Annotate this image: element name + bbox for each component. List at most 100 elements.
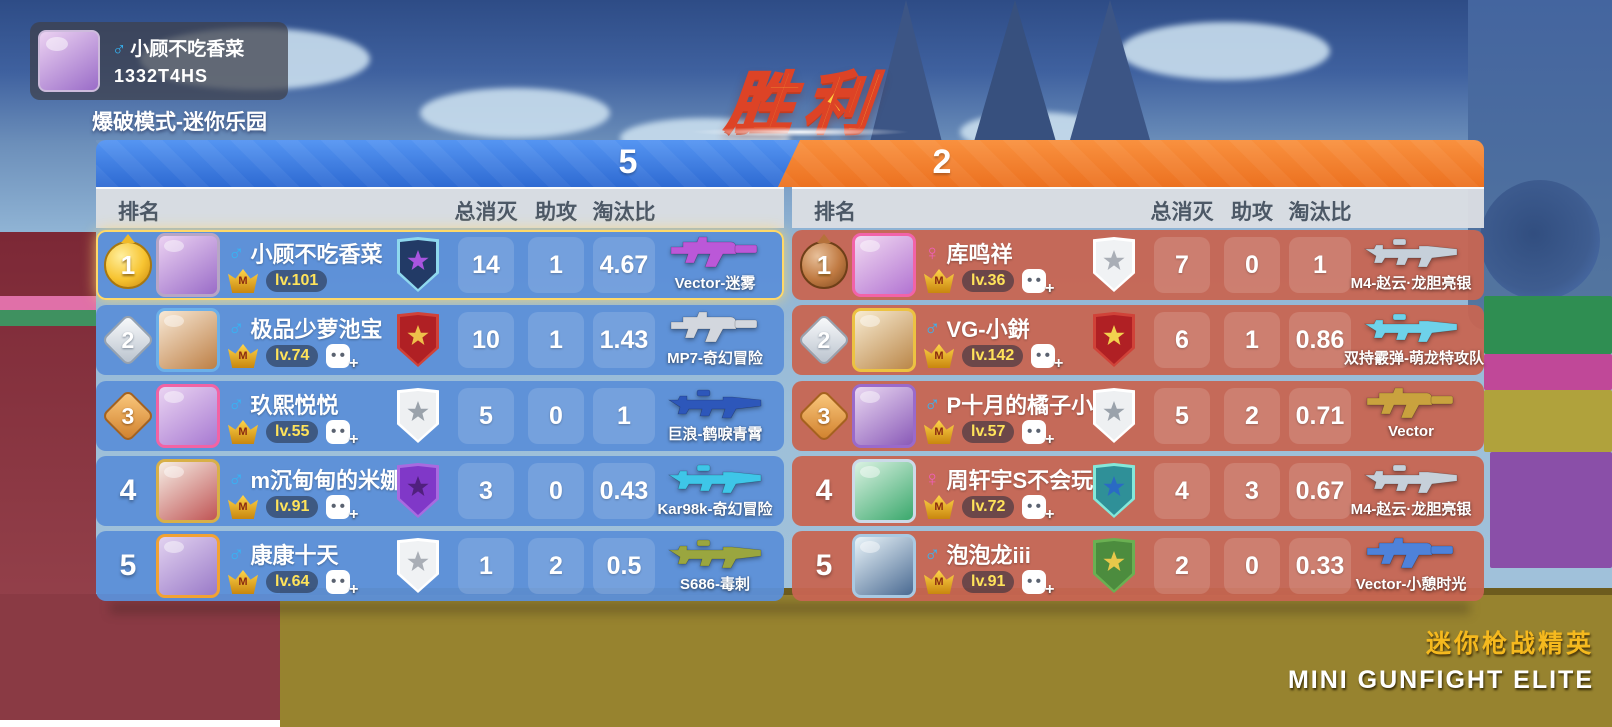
rank-number: 5	[815, 549, 833, 582]
rank-medal: 3	[797, 389, 851, 443]
red-table-header: 排名 总消灭 助攻 淘汰比	[792, 187, 1484, 228]
clan-badge-icon	[397, 237, 439, 292]
blue-team-score: 5	[618, 143, 638, 181]
rank-medal: 1	[800, 241, 848, 289]
weapon-display: Kar98k-奇幻冒险	[648, 458, 782, 524]
castle-tower-cone	[1070, 0, 1150, 140]
add-friend-button[interactable]: +	[1031, 344, 1063, 372]
player-row: 1 ♀ 库鸣祥 M lv.36 + 7 0 1 M4-赵云·龙胆亮银	[792, 230, 1484, 300]
clan-badge-icon	[397, 312, 439, 367]
gun-icon	[1358, 383, 1464, 423]
player-name: 玖熙悦悦	[250, 393, 339, 418]
player-avatar[interactable]	[852, 308, 916, 372]
player-info-card: ♂ 小顾不吃香菜 1332T4HS	[30, 22, 288, 100]
player-avatar[interactable]	[852, 233, 916, 297]
gun-icon	[1358, 232, 1464, 272]
player-name: 小顾不吃香菜	[250, 242, 383, 267]
player-avatar[interactable]	[156, 308, 220, 372]
assists-value: 0	[549, 476, 563, 505]
gender-icon: ♂	[228, 391, 245, 416]
kills-value: 14	[472, 250, 500, 279]
player-avatar[interactable]	[852, 384, 916, 448]
level-badge: lv.91	[962, 571, 1015, 593]
rank-emblem-icon: M	[924, 269, 954, 293]
player-row: 3 ♂ 玖熙悦悦 M lv.55 + 5 0 1 巨浪-鹤唳青霄	[96, 381, 784, 451]
column-rank: 排名	[118, 201, 160, 224]
player-avatar[interactable]	[852, 459, 916, 523]
rank-emblem-icon: M	[924, 420, 954, 444]
add-friend-button[interactable]: +	[326, 495, 358, 523]
cloud	[1120, 22, 1330, 80]
player-avatar[interactable]	[156, 233, 220, 297]
gender-icon: ♂	[228, 240, 245, 265]
ratio-value: 0.33	[1295, 551, 1345, 580]
rank-medal: 1	[104, 241, 152, 289]
background-strip	[0, 296, 96, 310]
clan-badge-icon	[397, 463, 439, 518]
player-card-id: 1332T4HS	[114, 66, 209, 86]
assists-value: 0	[1245, 551, 1259, 580]
player-name: m沉甸甸的米娜	[250, 468, 403, 493]
rank-emblem-icon: M	[228, 570, 258, 594]
player-avatar[interactable]	[156, 459, 220, 523]
clan-badge-icon	[1093, 538, 1135, 593]
branding-chinese: 迷你枪战精英	[1425, 630, 1594, 658]
add-friend-button[interactable]: +	[1022, 420, 1054, 448]
rank-number: 4	[119, 474, 137, 507]
assists-value: 1	[549, 250, 563, 279]
rank-emblem-icon: M	[924, 570, 954, 594]
weapon-display: Vector-小憩时光	[1344, 533, 1478, 599]
add-friend-button[interactable]: +	[1022, 495, 1054, 523]
add-friend-button[interactable]: +	[326, 570, 358, 598]
weapon-name: Vector	[1388, 423, 1434, 440]
weapon-name: Kar98k-奇幻冒险	[657, 501, 773, 518]
player-name: 库鸣祥	[946, 242, 1013, 267]
level-badge: lv.57	[962, 421, 1015, 443]
level-badge: lv.64	[266, 571, 319, 593]
add-friend-button[interactable]: +	[326, 344, 358, 372]
background-block-magenta	[1484, 354, 1612, 390]
weapon-display: Vector	[1344, 383, 1478, 449]
add-friend-button[interactable]: +	[1022, 269, 1054, 297]
rank-emblem-icon: M	[228, 269, 258, 293]
background-strip	[0, 310, 96, 326]
weapon-display: M4-赵云·龙胆亮银	[1344, 232, 1478, 298]
blue-team-table: 排名 总消灭 助攻 淘汰比 1 ♂ 小顾不吃香菜 M lv.101 14 1 4.…	[96, 140, 784, 602]
weapon-name: MP7-奇幻冒险	[667, 350, 763, 367]
player-avatar[interactable]	[156, 534, 220, 598]
red-team-table: 排名 总消灭 助攻 淘汰比 1 ♀ 库鸣祥 M lv.36 + 7 0 1 M4-…	[792, 140, 1484, 602]
assists-value: 0	[549, 401, 563, 430]
player-card-avatar	[38, 30, 100, 92]
castle-tower-cone	[868, 0, 944, 150]
kills-value: 10	[472, 325, 500, 354]
gender-icon: ♀	[924, 240, 941, 265]
clan-badge-icon	[397, 388, 439, 443]
player-row: 2 ♂ 极品少萝池宝 M lv.74 + 10 1 1.43 MP7-奇幻冒险	[96, 305, 784, 375]
cloud	[420, 88, 610, 138]
player-row: 1 ♂ 小顾不吃香菜 M lv.101 14 1 4.67 Vector-迷雾	[96, 230, 784, 300]
assists-value: 2	[1245, 401, 1259, 430]
weapon-display: 巨浪-鹤唳青霄	[648, 383, 782, 449]
blue-team-score-bar	[96, 140, 800, 187]
level-badge: lv.74	[266, 345, 319, 367]
add-friend-button[interactable]: +	[1022, 570, 1054, 598]
player-name: VG-小鉼	[946, 317, 1030, 342]
player-name: P十月的橘子小号	[946, 393, 1116, 418]
rank-medal: 3	[101, 389, 155, 443]
column-ratio: 淘汰比	[1288, 201, 1352, 224]
clan-badge-icon	[1093, 463, 1135, 518]
player-avatar[interactable]	[852, 534, 916, 598]
gender-icon: ♀	[924, 466, 941, 491]
assists-value: 2	[549, 551, 563, 580]
add-friend-button[interactable]: +	[326, 420, 358, 448]
gender-icon: ♂	[228, 541, 245, 566]
gender-icon: ♂	[228, 466, 245, 491]
clan-badge-icon	[397, 538, 439, 593]
player-name: 极品少萝池宝	[250, 317, 383, 342]
avatar-shine	[46, 37, 68, 51]
clan-badge-icon	[1093, 312, 1135, 367]
player-avatar[interactable]	[156, 384, 220, 448]
kills-value: 1	[479, 551, 493, 580]
gun-icon	[662, 533, 768, 573]
background-ground-left	[0, 594, 310, 720]
